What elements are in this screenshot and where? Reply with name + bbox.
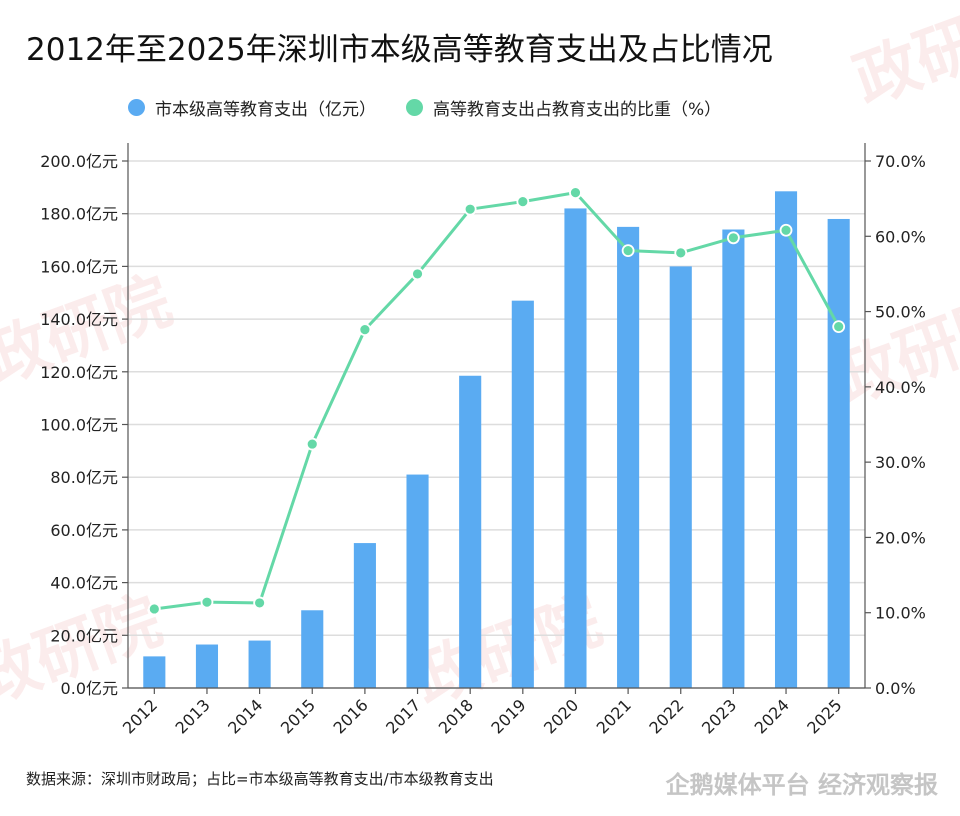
line-point bbox=[200, 595, 214, 609]
bar bbox=[143, 656, 166, 688]
y-left-tick-label: 180.0亿元 bbox=[40, 205, 118, 224]
line-point bbox=[358, 323, 372, 337]
x-tick-label: 2021 bbox=[593, 695, 635, 737]
line-point bbox=[463, 202, 477, 216]
line-point bbox=[726, 231, 740, 245]
y-left-tick-label: 0.0亿元 bbox=[61, 679, 118, 698]
y-left-tick-label: 40.0亿元 bbox=[50, 574, 118, 593]
legend-label-bar: 市本级高等教育支出（亿元） bbox=[155, 100, 376, 120]
line-point bbox=[832, 320, 846, 334]
y-right-tick-label: 40.0% bbox=[875, 378, 926, 397]
line-point bbox=[569, 186, 582, 200]
y-right-tick-label: 10.0% bbox=[875, 604, 926, 623]
y-left-tick-label: 120.0亿元 bbox=[40, 363, 118, 382]
line-series bbox=[154, 191, 840, 611]
y-right-tick-label: 0.0% bbox=[875, 679, 916, 698]
y-right-tick-label: 20.0% bbox=[875, 528, 926, 547]
bar bbox=[827, 218, 850, 688]
x-tick-label: 2012 bbox=[119, 695, 161, 737]
y-left-tick-label: 20.0亿元 bbox=[50, 626, 118, 645]
line-point bbox=[147, 602, 161, 616]
x-tick-label: 2014 bbox=[224, 695, 266, 737]
x-tick-label: 2024 bbox=[751, 695, 793, 737]
x-tick-label: 2020 bbox=[540, 695, 582, 737]
bar bbox=[774, 191, 798, 689]
x-tick-label: 2025 bbox=[803, 695, 845, 737]
y-right-tick-label: 70.0% bbox=[875, 152, 926, 171]
y-left-tick-label: 80.0亿元 bbox=[50, 468, 118, 487]
bar bbox=[301, 610, 324, 688]
legend-swatch-line bbox=[406, 99, 423, 116]
y-right-tick-label: 60.0% bbox=[875, 227, 926, 246]
y-left-tick-label: 160.0亿元 bbox=[40, 257, 118, 276]
y-left-tick-label: 200.0亿元 bbox=[40, 152, 118, 171]
x-tick-label: 2023 bbox=[698, 695, 740, 737]
line-point bbox=[411, 267, 424, 281]
line-point bbox=[516, 195, 530, 209]
bar bbox=[722, 229, 745, 688]
legend-swatch-bar bbox=[128, 99, 145, 116]
y-right-tick-label: 30.0% bbox=[875, 453, 926, 472]
legend-label-line: 高等教育支出占教育支出的比重（%） bbox=[433, 100, 722, 120]
line-point bbox=[621, 244, 635, 257]
legend: 市本级高等教育支出（亿元） 高等教育支出占教育支出的比重（%） bbox=[128, 95, 751, 120]
bar bbox=[511, 300, 534, 688]
y-left-tick-label: 60.0亿元 bbox=[50, 521, 118, 540]
y-left-tick-label: 140.0亿元 bbox=[40, 310, 118, 329]
x-tick-label: 2013 bbox=[172, 695, 214, 737]
y-right-tick-label: 50.0% bbox=[875, 303, 926, 322]
bar bbox=[617, 226, 640, 688]
y-left-tick-label: 100.0亿元 bbox=[40, 416, 118, 435]
line-point bbox=[779, 223, 793, 237]
x-tick-label: 2017 bbox=[382, 695, 424, 737]
bar bbox=[406, 474, 429, 688]
x-tick-label: 2018 bbox=[435, 695, 477, 737]
legend-item-bar: 市本级高等教育支出（亿元） bbox=[128, 95, 376, 120]
line-point bbox=[305, 437, 319, 451]
source-note: 数据来源：深圳市财政局；占比=市本级高等教育支出/市本级教育支出 bbox=[26, 770, 494, 788]
bar bbox=[459, 375, 482, 688]
line-point bbox=[253, 596, 267, 610]
line-point bbox=[674, 246, 688, 260]
chart-title: 2012年至2025年深圳市本级高等教育支出及占比情况 bbox=[26, 32, 773, 68]
bar bbox=[195, 644, 219, 688]
bar bbox=[353, 543, 376, 688]
bar bbox=[669, 266, 692, 688]
x-tick-label: 2022 bbox=[645, 695, 687, 737]
footer-watermark: 企鹅媒体平台 经济观察报 bbox=[665, 771, 938, 799]
x-tick-label: 2019 bbox=[487, 695, 529, 737]
bar bbox=[564, 208, 587, 688]
legend-item-line: 高等教育支出占教育支出的比重（%） bbox=[406, 95, 721, 120]
bar bbox=[248, 640, 271, 688]
x-tick-label: 2015 bbox=[277, 695, 319, 737]
x-tick-label: 2016 bbox=[329, 695, 371, 737]
